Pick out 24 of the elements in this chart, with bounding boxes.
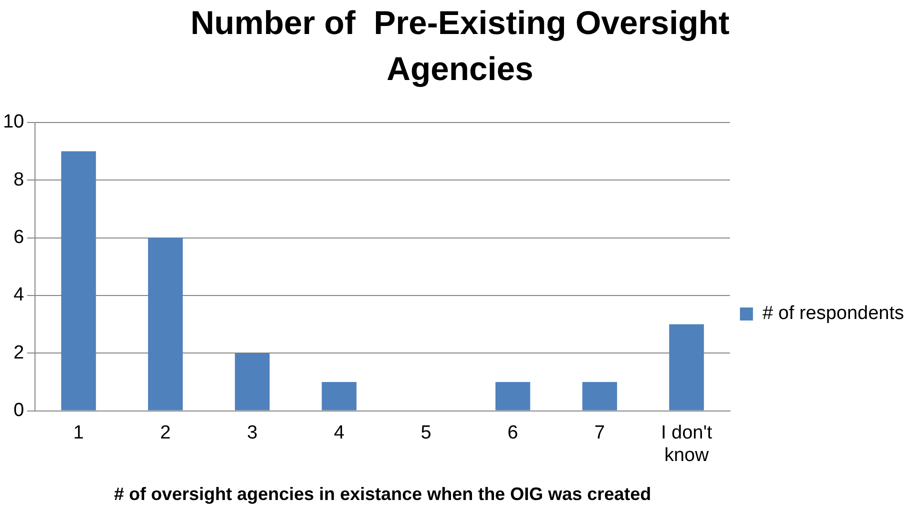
y-tick-label: 0 (14, 400, 24, 422)
legend-label: # of respondents (762, 303, 904, 324)
bar (322, 382, 356, 410)
y-tick-label: 10 (2, 112, 24, 133)
bar (495, 382, 530, 410)
x-tick-label: 5 (420, 422, 432, 444)
y-tick-label: 6 (14, 226, 24, 248)
y-tick-label: 4 (14, 284, 25, 306)
x-tick-label: 2 (160, 422, 171, 444)
bar (669, 324, 704, 410)
x-tick-label: 3 (246, 422, 258, 444)
bar (234, 353, 270, 410)
bar (61, 151, 96, 410)
x-tick-label: I don't know (660, 422, 713, 466)
x-axis-title: # of oversight agencies in existance when the OIG was created (114, 484, 652, 504)
chart-title: Number of Pre-Existing Oversight Agencies (189, 3, 731, 89)
x-tick-label: 1 (73, 422, 84, 444)
x-tick-label: 4 (334, 422, 345, 444)
x-tick-label: 6 (508, 422, 518, 444)
x-tick-label: 7 (594, 422, 605, 444)
y-tick-label: 2 (14, 342, 24, 364)
bar (582, 382, 618, 410)
y-tick-label: 8 (14, 169, 24, 190)
bar (148, 238, 183, 410)
